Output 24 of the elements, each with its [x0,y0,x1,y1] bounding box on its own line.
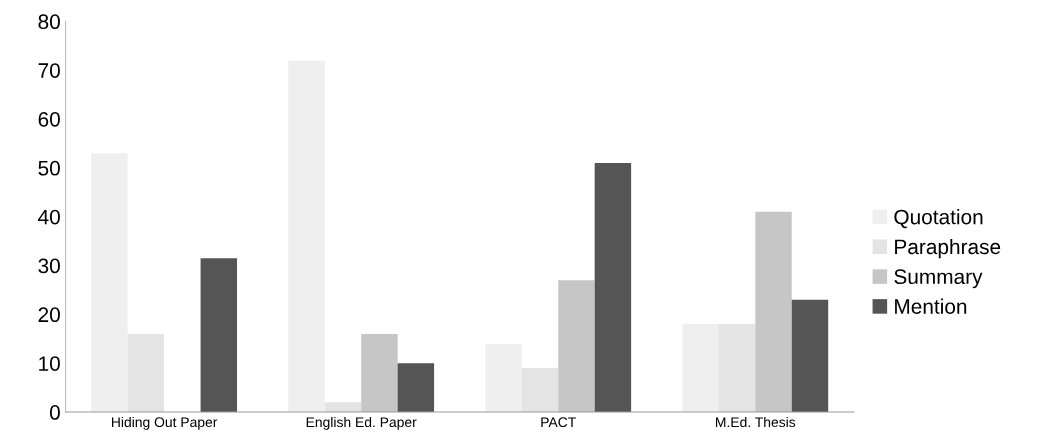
bar [594,162,632,413]
y-tick-label: 60 [38,111,60,127]
bar [558,280,595,413]
y-tick-label: 20 [38,307,60,323]
bar [361,333,398,413]
bar [397,363,435,413]
x-tick-label: PACT [541,417,576,428]
y-tick-label: 50 [38,160,60,176]
legend-label: Paraphrase [895,238,1001,259]
x-tick-label: Hiding Out Paper [111,416,218,430]
bar [755,211,792,413]
legend-label: Mention [895,298,967,314]
y-tick-label: 30 [38,258,60,274]
y-tick-label: 40 [38,209,60,225]
legend-label: Summary [894,269,983,289]
y-tick-label: 10 [39,356,60,371]
y-tick-label: 70 [38,63,60,78]
x-tick-label: English Ed. Paper [306,416,417,430]
legend-label: Quotation [894,209,983,229]
bar [200,258,238,413]
x-tick-label: M.Ed. Thesis [716,416,796,428]
y-tick-label: 0 [49,405,60,420]
y-tick-label: 80 [38,14,60,30]
bar [791,299,829,413]
